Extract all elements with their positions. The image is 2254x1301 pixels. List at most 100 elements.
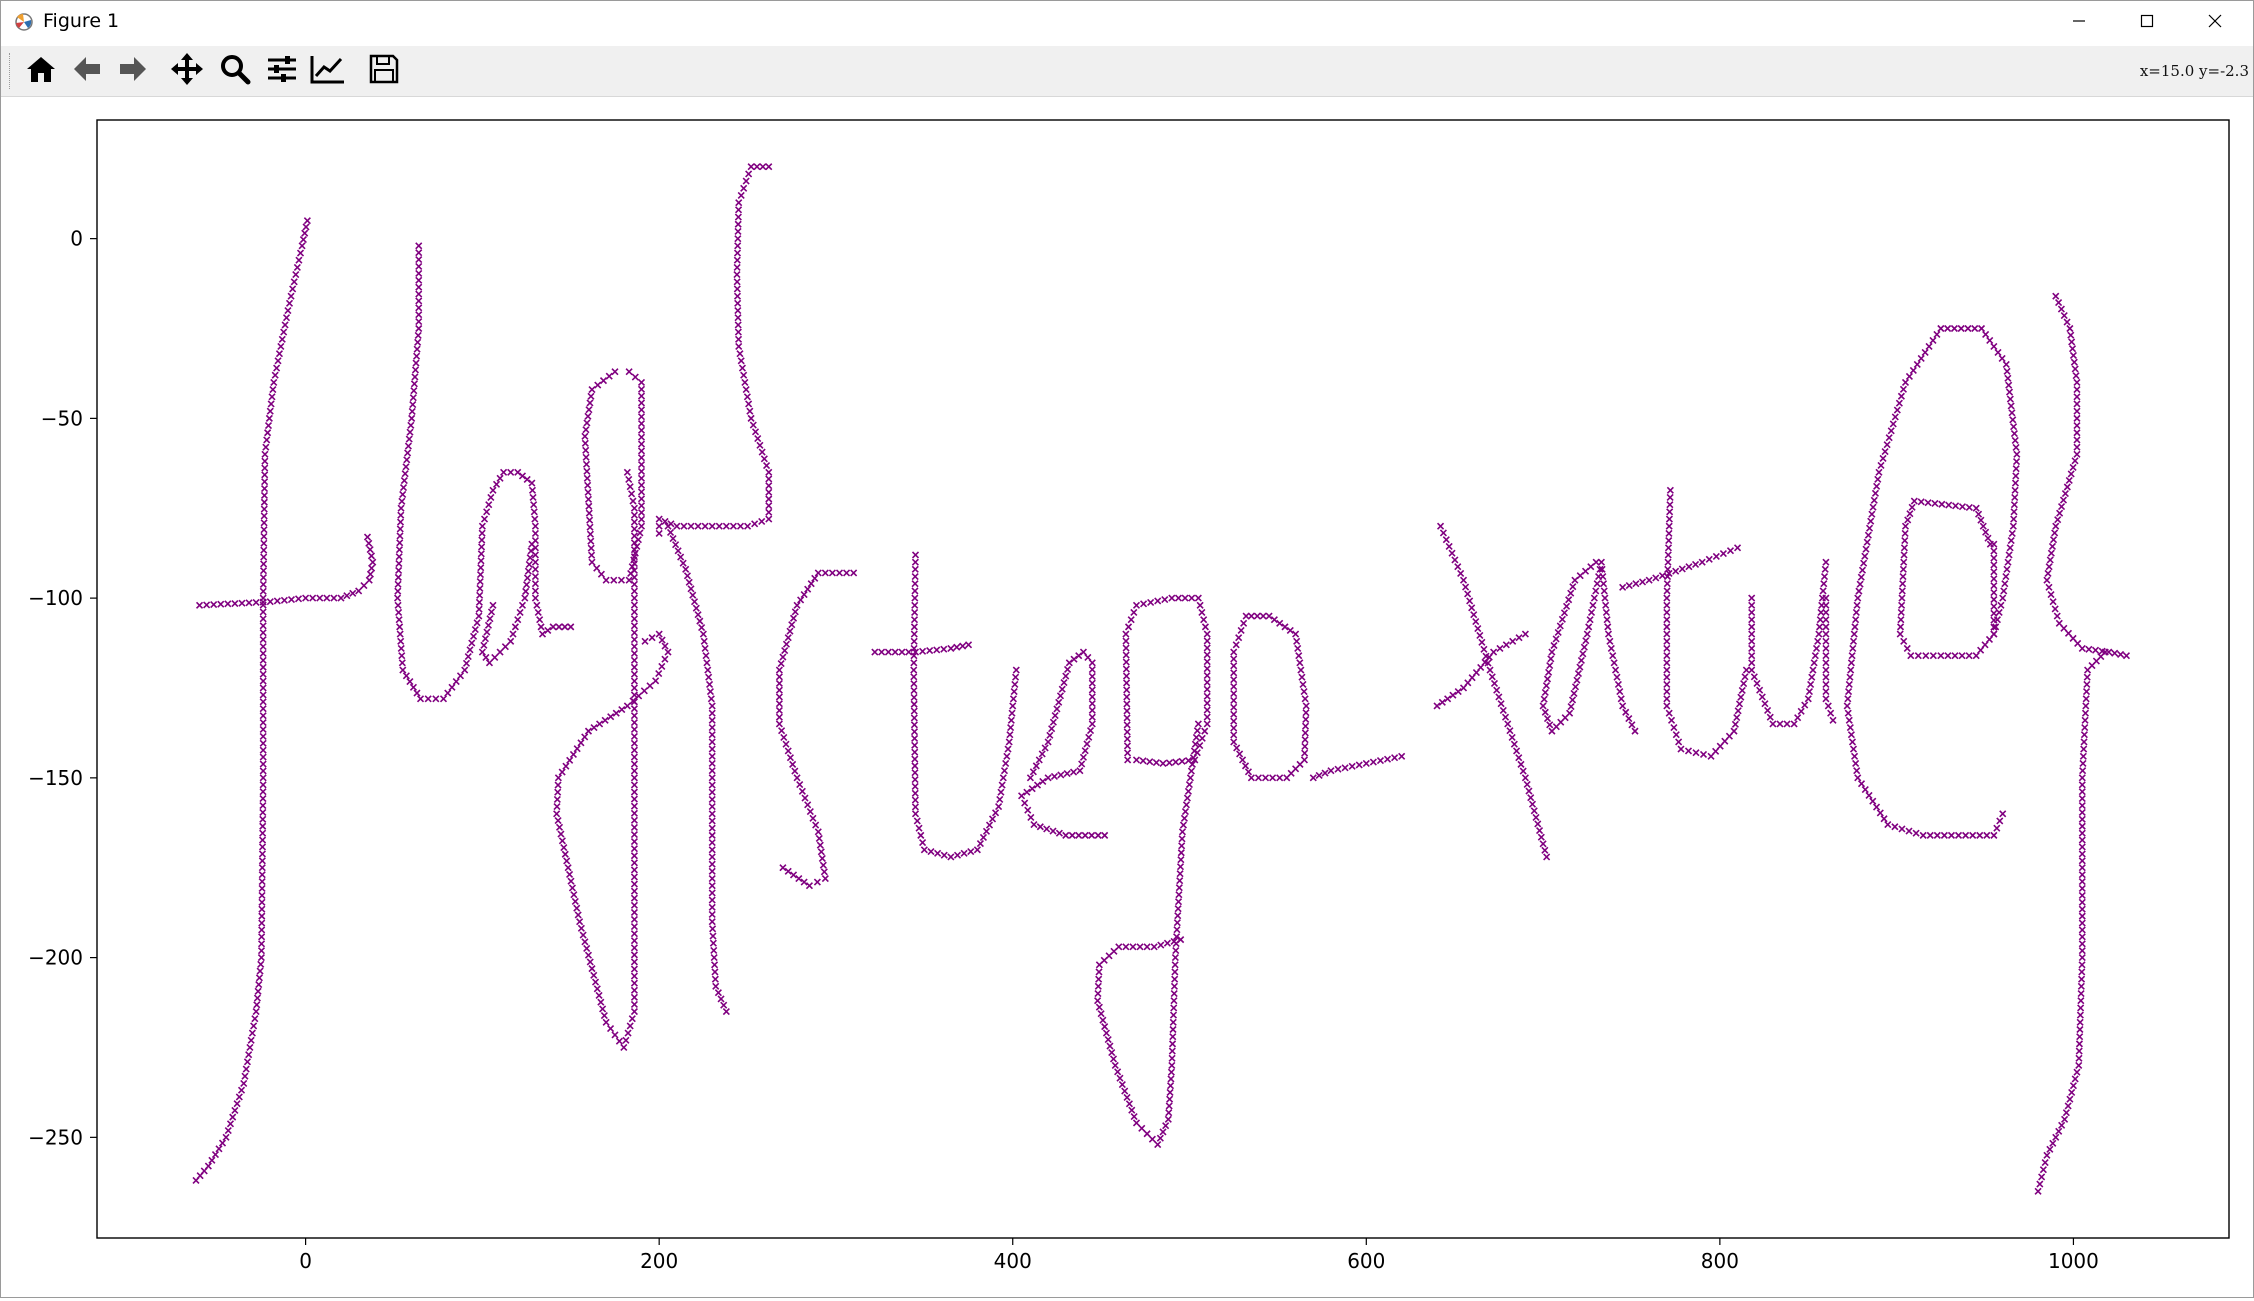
data-point-marker [622,1036,630,1044]
data-point-marker [1891,823,1899,831]
data-point-marker [1898,825,1906,833]
minimize-button[interactable] [2045,1,2113,45]
data-point-marker [708,882,716,890]
data-point-marker [452,677,460,686]
data-point-marker [1118,1081,1126,1089]
data-point-marker [531,594,539,602]
data-point-marker [698,624,706,632]
data-point-marker [485,501,493,509]
data-point-marker [1750,673,1758,681]
data-point-marker [734,242,742,250]
data-point-marker [1123,728,1131,736]
data-point-marker [704,666,712,674]
data-point-marker [1990,595,1998,604]
data-point-marker [1776,720,1784,728]
scatter-plot[interactable]: 0 200 400 600 800 1000 0−50−100−150−200−250 [1,97,2253,1297]
data-point-marker [708,918,716,926]
zoom-button[interactable] [215,52,255,90]
data-point-marker [215,1145,223,1153]
data-point-marker [2079,759,2087,768]
data-point-marker [791,767,799,775]
data-point-marker [1845,680,1853,688]
data-point-marker [1230,655,1238,663]
data-point-marker [584,481,592,489]
y-tick-label: −100 [28,586,83,610]
data-point-marker [630,795,638,803]
data-point-marker [1924,499,1932,507]
data-point-marker [415,269,423,277]
data-point-marker [1276,619,1284,627]
data-point-marker [637,515,646,523]
data-point-marker [1583,630,1591,638]
data-point-marker [1069,768,1078,776]
data-point-marker [630,823,638,831]
data-point-marker [192,1176,200,1185]
data-point-marker [1857,780,1866,788]
data-point-marker [1203,637,1211,645]
data-point-marker [1094,831,1102,839]
data-point-marker [1820,580,1828,588]
data-point-marker [637,474,646,482]
data-point-marker [1896,630,1904,638]
data-point-marker [682,565,690,573]
data-point-marker [607,713,615,721]
data-point-marker [655,670,663,678]
edit-axis-button[interactable] [308,52,348,90]
data-point-marker [779,864,787,872]
data-point-marker [630,774,638,782]
data-point-marker [1815,630,1823,638]
data-point-marker [658,636,666,644]
toolbar-grip[interactable] [9,53,13,89]
data-point-marker [733,285,741,293]
data-point-marker [743,522,752,530]
data-point-marker [1528,800,1537,808]
save-button[interactable] [364,52,404,90]
data-point-marker [1908,503,1916,511]
data-point-marker [222,1133,230,1141]
data-point-marker [1122,644,1130,652]
home-button[interactable] [21,52,61,90]
data-point-marker [711,968,719,976]
back-button[interactable] [67,52,107,90]
data-point-marker [1002,759,1010,768]
data-point-marker [526,554,534,562]
data-point-marker [591,978,600,986]
data-point-marker [1004,745,1012,753]
figure-canvas[interactable]: 0 200 400 600 800 1000 0 −50 −100 −150 −200 −250 [1,97,2253,1297]
configure-subplots-button[interactable] [262,52,302,90]
data-point-marker [995,803,1003,811]
data-point-marker [394,573,402,581]
data-point-marker [355,587,363,595]
maximize-button[interactable] [2113,1,2181,45]
data-point-marker [1816,623,1824,631]
data-point-marker [563,857,571,865]
data-point-marker [1355,761,1363,769]
data-point-marker [577,739,585,747]
data-point-marker [701,522,709,530]
data-point-marker [1957,324,1965,333]
data-point-marker [708,788,716,796]
data-point-marker [1769,720,1777,728]
data-point-marker [708,810,716,818]
data-point-marker [280,328,288,336]
data-point-marker [2073,386,2081,394]
data-point-marker [396,525,404,533]
data-point-marker [737,191,745,200]
data-point-marker [266,598,274,606]
data-point-marker [2013,450,2021,458]
data-point-marker [1296,659,1304,667]
data-point-marker [259,649,267,657]
data-point-marker [243,1058,252,1066]
x-tick-label: 0 [299,1249,312,1273]
data-point-marker [1230,731,1238,739]
forward-button[interactable] [113,52,153,90]
title-bar[interactable]: Figure 1 [1,1,2253,45]
data-point-marker [1844,709,1852,717]
close-button[interactable] [2181,1,2249,45]
data-point-marker [628,490,636,498]
data-point-marker [775,666,783,674]
data-point-marker [1675,738,1683,746]
pan-button[interactable] [167,52,207,90]
data-point-marker [469,632,478,640]
data-point-marker [397,644,405,653]
